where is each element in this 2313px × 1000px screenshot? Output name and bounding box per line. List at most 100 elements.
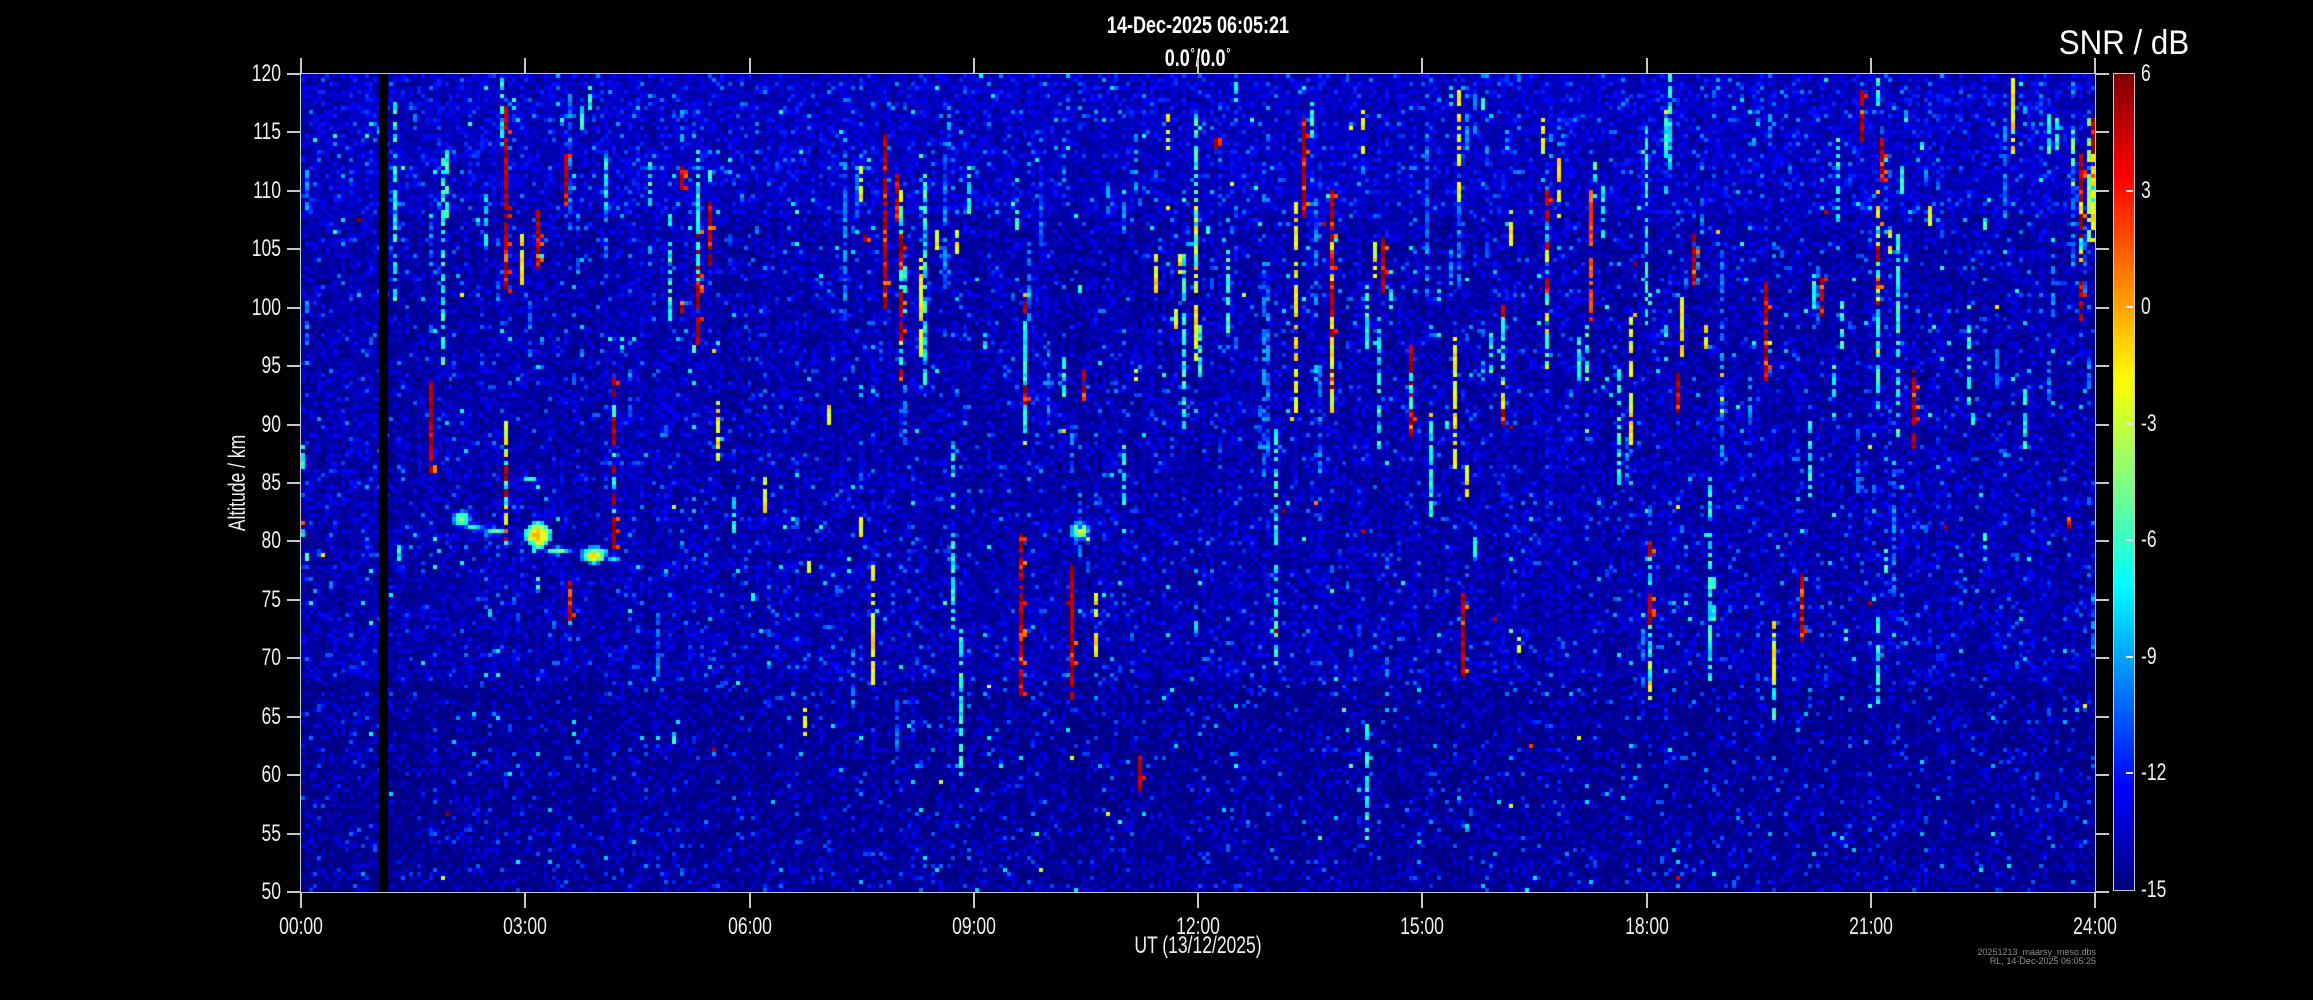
x-tick xyxy=(748,892,751,908)
x-tick xyxy=(1645,892,1648,908)
x-tick-top xyxy=(972,58,975,73)
y-tick-label: 85 xyxy=(261,469,281,496)
x-tick-top xyxy=(748,58,751,73)
x-axis-label: UT (13/12/2025) xyxy=(1134,932,1262,959)
y-tick xyxy=(287,715,300,718)
x-tick xyxy=(1421,892,1424,908)
colorbar-tick xyxy=(2126,772,2133,775)
x-tick xyxy=(972,892,975,908)
y-tick-label: 95 xyxy=(261,352,281,380)
plot-frame xyxy=(300,73,2096,893)
x-tick-label: 12:00 xyxy=(1176,913,1220,940)
x-tick-label: 06:00 xyxy=(727,913,772,940)
y-tick xyxy=(287,423,300,426)
x-tick-top xyxy=(2094,58,2096,73)
y-tick xyxy=(287,248,300,251)
beam-azimuth: 0.0 xyxy=(1164,45,1190,72)
y-tick-right xyxy=(2096,774,2109,777)
colorbar-tick-label: 6 xyxy=(2141,60,2151,87)
y-tick xyxy=(287,73,300,75)
y-tick-right xyxy=(2096,482,2109,484)
y-tick xyxy=(287,540,300,543)
y-tick-label: 70 xyxy=(261,644,281,672)
x-tick xyxy=(1197,892,1199,908)
x-tick-label: 09:00 xyxy=(951,913,996,940)
colorbar-tick xyxy=(2126,189,2133,192)
y-tick-right xyxy=(2096,657,2109,660)
x-tick-top xyxy=(1645,58,1648,73)
colorbar-frame xyxy=(2113,73,2135,891)
x-tick-top xyxy=(1421,58,1424,73)
data-file-name: 20251213_maarsy_meso.dbs xyxy=(1977,947,2096,957)
y-tick-right xyxy=(2096,248,2109,251)
y-tick xyxy=(287,832,300,835)
snr-heatmap-canvas xyxy=(301,74,2095,892)
y-tick xyxy=(287,306,300,309)
y-tick-right xyxy=(2096,540,2109,543)
y-tick xyxy=(287,598,300,601)
y-tick xyxy=(287,657,300,660)
beam-zenith: 0.0 xyxy=(1200,45,1226,72)
y-tick-right xyxy=(2096,306,2109,309)
y-tick-label: 110 xyxy=(253,176,281,204)
plot-title-beam-direction: 0.0°/0.0° xyxy=(525,45,1871,73)
y-tick-label: 55 xyxy=(261,819,281,847)
y-tick xyxy=(287,482,300,484)
colorbar-tick-label: 0 xyxy=(2141,293,2151,321)
colorbar-tick-label: 3 xyxy=(2141,176,2151,204)
y-tick xyxy=(287,365,300,368)
colorbar-tick xyxy=(2126,539,2133,542)
colorbar-gradient-canvas xyxy=(2114,74,2134,890)
x-tick-top xyxy=(524,58,527,73)
colorbar-title: SNR / dB xyxy=(2058,24,2190,62)
y-tick xyxy=(287,891,300,893)
y-tick-label: 90 xyxy=(261,410,281,438)
y-tick-label: 80 xyxy=(261,527,281,555)
y-tick-right xyxy=(2096,832,2109,835)
y-tick-right xyxy=(2096,715,2109,718)
colorbar-tick xyxy=(2126,655,2133,658)
y-tick-label: 50 xyxy=(261,878,281,905)
x-tick-top xyxy=(300,58,302,73)
colorbar-tick-label: -9 xyxy=(2141,642,2157,670)
y-tick-label: 115 xyxy=(253,118,281,146)
y-tick xyxy=(287,131,300,134)
file-stamp: 20251213_maarsy_meso.dbs RL, 14-Dec-2025… xyxy=(1700,948,2096,965)
y-tick-label: 65 xyxy=(261,702,281,730)
x-tick xyxy=(524,892,527,908)
x-tick-label: 24:00 xyxy=(2073,913,2117,940)
y-tick-right xyxy=(2096,365,2109,368)
y-tick-label: 60 xyxy=(261,761,281,789)
y-tick-label: 105 xyxy=(251,235,281,263)
y-tick-label: 75 xyxy=(261,585,281,613)
x-tick-label: 00:00 xyxy=(279,913,323,940)
colorbar-tick-label: -3 xyxy=(2141,409,2157,437)
colorbar-tick xyxy=(2126,306,2133,309)
x-tick xyxy=(300,892,302,908)
plot-title-datetime: 14-Dec-2025 06:05:21 xyxy=(1106,12,1290,39)
y-tick-right xyxy=(2096,891,2109,893)
y-tick xyxy=(287,189,300,192)
y-tick-right xyxy=(2096,189,2109,192)
degree-symbol: ° xyxy=(1190,45,1195,61)
y-tick-right xyxy=(2096,423,2109,426)
colorbar-tick-label: -12 xyxy=(2141,759,2167,787)
x-tick-top xyxy=(1869,58,1872,73)
x-tick xyxy=(1869,892,1872,908)
x-tick-label: 03:00 xyxy=(503,913,548,940)
y-tick-right xyxy=(2096,598,2109,601)
colorbar-tick-label: -15 xyxy=(2141,876,2167,903)
x-tick xyxy=(2094,892,2096,908)
y-tick xyxy=(287,774,300,777)
x-tick-label: 15:00 xyxy=(1400,913,1445,940)
y-tick-label: 120 xyxy=(251,60,281,87)
y-tick-right xyxy=(2096,73,2109,75)
x-tick-label: 21:00 xyxy=(1848,913,1893,940)
degree-symbol: ° xyxy=(1226,45,1231,61)
y-tick-label: 100 xyxy=(251,293,281,321)
render-timestamp: RL, 14-Dec-2025 06:05:25 xyxy=(1989,955,2096,966)
colorbar-tick-label: -6 xyxy=(2141,526,2157,554)
x-tick-top xyxy=(1197,58,1199,73)
colorbar-tick xyxy=(2126,422,2133,425)
